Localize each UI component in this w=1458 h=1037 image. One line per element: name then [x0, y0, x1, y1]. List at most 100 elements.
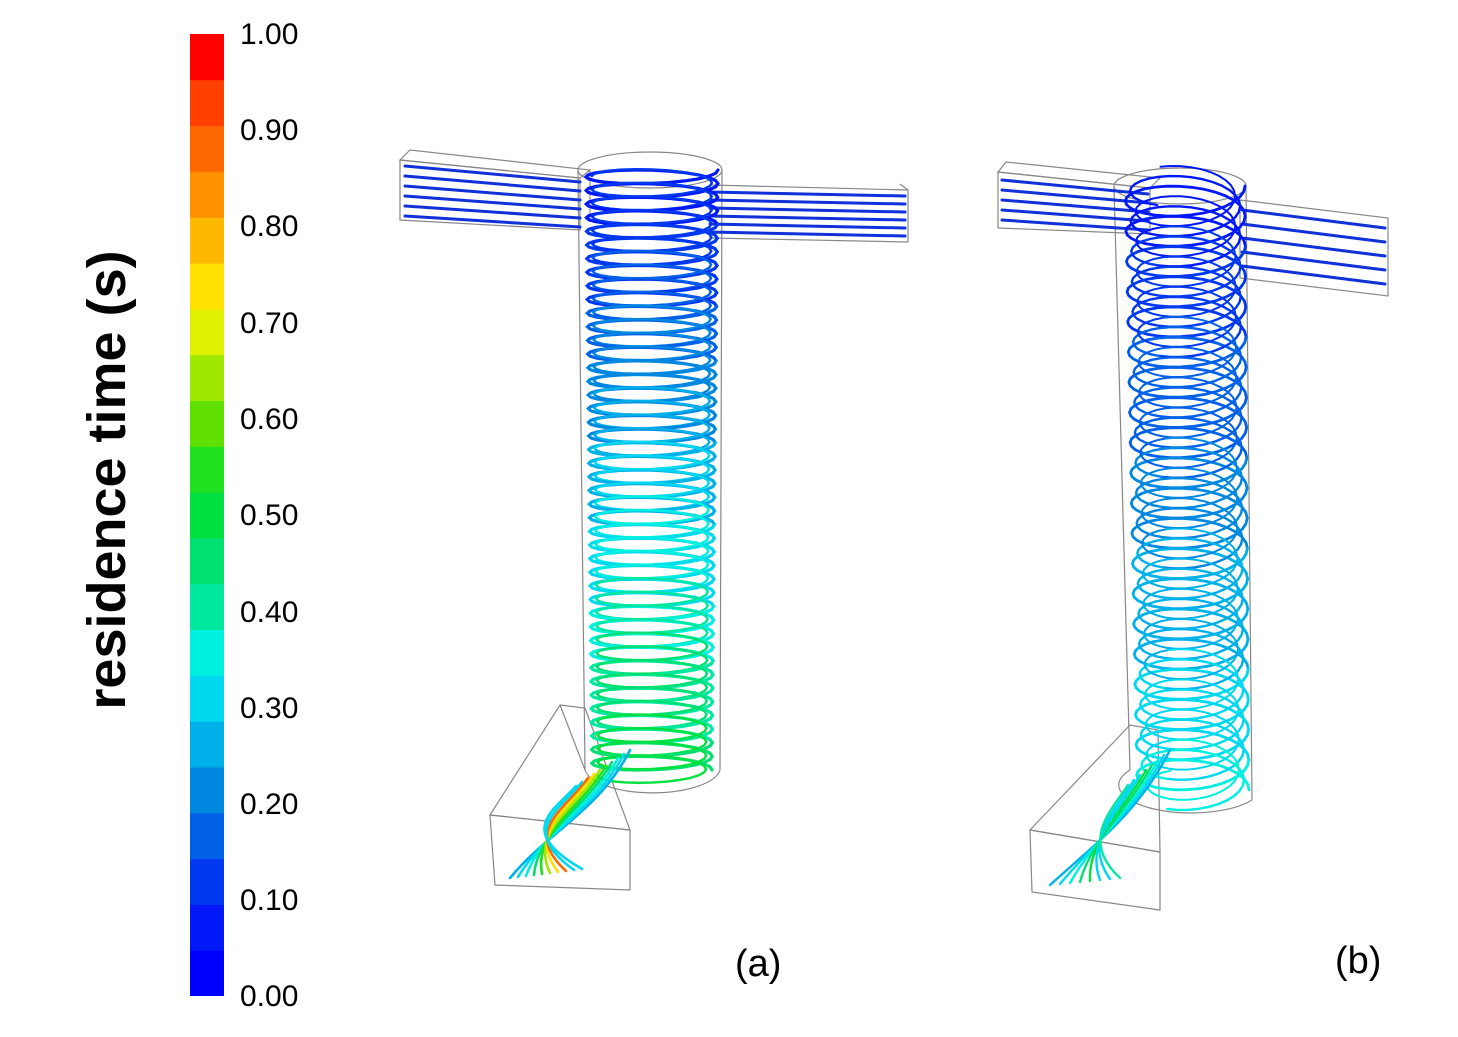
- colorbar-band: [190, 950, 224, 996]
- colorbar-band: [190, 721, 224, 768]
- colorbar-tick: 0.00: [240, 980, 299, 1013]
- colorbar-tick: 0.40: [240, 596, 299, 629]
- streamline: [1132, 637, 1250, 671]
- streamline: [1048, 748, 1172, 887]
- streamline: [544, 780, 584, 872]
- streamline: [1134, 728, 1251, 762]
- streamline: [1099, 783, 1130, 880]
- streamline: [1139, 406, 1238, 469]
- colorbar-tick: 0.50: [240, 499, 299, 532]
- colorbar-band: [190, 263, 224, 310]
- streamline: [1000, 218, 1150, 232]
- streamline: [403, 194, 582, 211]
- colorbar-band: [190, 308, 224, 356]
- streamline: [1139, 436, 1238, 499]
- colorbar-band: [190, 812, 224, 860]
- streamline: [545, 772, 596, 874]
- streamline: [1140, 466, 1239, 529]
- streamline: [1240, 222, 1387, 244]
- streamline: [1125, 275, 1248, 309]
- colorbar-band: [190, 766, 224, 814]
- colorbar-tick: 0.80: [240, 210, 299, 243]
- streamline: [1000, 208, 1150, 223]
- streamline: [1124, 214, 1247, 248]
- streamline: [508, 748, 632, 880]
- streamline: [403, 184, 582, 202]
- colorbar-band: [190, 79, 224, 127]
- streamline: [403, 214, 582, 229]
- streamline: [539, 764, 608, 876]
- colorbar-band: [190, 629, 224, 676]
- streamline: [1127, 365, 1248, 399]
- streamline: [1141, 497, 1239, 560]
- streamline: [1125, 245, 1247, 278]
- colorbar-tick: 0.60: [240, 403, 299, 436]
- streamline: [1128, 396, 1248, 429]
- colorbar-band: [190, 675, 224, 722]
- streamline: [1142, 557, 1239, 620]
- colorbar-title-text: residence time (s): [77, 250, 137, 710]
- colorbar-band: [190, 537, 224, 585]
- streamline: [1135, 225, 1237, 288]
- colorbar-band: [190, 34, 224, 81]
- cyclone-panel-a: [398, 149, 909, 891]
- colorbar-band: [190, 217, 224, 264]
- colorbar-band: [190, 446, 224, 493]
- geometry-outline: [996, 161, 1389, 911]
- geometry-outline: [398, 149, 909, 891]
- colorbar-band: [190, 354, 224, 401]
- colorbar-band: [190, 400, 224, 447]
- streamline: [1141, 527, 1239, 590]
- streamline: [1130, 516, 1249, 550]
- streamline: [708, 198, 907, 206]
- panel-label-b: (b): [1335, 940, 1382, 982]
- streamline: [1129, 456, 1249, 490]
- streamline: [516, 752, 626, 879]
- streamline: [1130, 235, 1242, 298]
- streamline: [1145, 708, 1240, 771]
- streamline: [1134, 164, 1237, 227]
- colorbar-title: residence time (s): [42, 250, 172, 709]
- colorbar-tick: 0.30: [240, 692, 299, 725]
- streamline: [1138, 346, 1238, 409]
- streamline: [1137, 597, 1245, 661]
- streamline: [1137, 627, 1245, 691]
- streamline: [532, 760, 614, 877]
- colorbar-band: [190, 171, 224, 218]
- streamline: [1132, 607, 1250, 641]
- streamline: [1139, 718, 1245, 781]
- streamline: [1136, 537, 1244, 600]
- streamline: [1095, 773, 1142, 882]
- streamline: [1058, 753, 1166, 886]
- streamline: [1134, 698, 1250, 731]
- streamline: [1068, 758, 1160, 885]
- streamline: [1140, 748, 1246, 812]
- streamline: [1142, 587, 1239, 650]
- streamline: [1135, 507, 1244, 570]
- streamline: [1138, 376, 1238, 439]
- streamline: [1129, 205, 1242, 268]
- streamline: [1000, 178, 1150, 196]
- streamlines: [403, 164, 907, 880]
- streamline: [1000, 188, 1150, 205]
- streamline: [1128, 426, 1249, 460]
- streamline: [1138, 658, 1245, 721]
- colorbar-tick: 1.00: [240, 18, 299, 51]
- streamline: [1133, 667, 1250, 701]
- colorbar-band: [190, 125, 224, 172]
- streamlines: [1000, 164, 1387, 887]
- streamline: [1137, 315, 1238, 378]
- streamline: [1240, 208, 1387, 230]
- streamline: [403, 204, 582, 220]
- streamline: [1123, 184, 1247, 218]
- streamline: [1088, 768, 1148, 883]
- streamline: [1134, 476, 1244, 540]
- colorbar-tick: 0.20: [240, 788, 299, 821]
- streamline: [1133, 416, 1243, 479]
- streamline: [708, 230, 907, 238]
- colorbar-tick: 0.70: [240, 307, 299, 340]
- colorbar: [190, 34, 224, 996]
- streamline: [1143, 617, 1240, 680]
- streamline: [1144, 648, 1240, 711]
